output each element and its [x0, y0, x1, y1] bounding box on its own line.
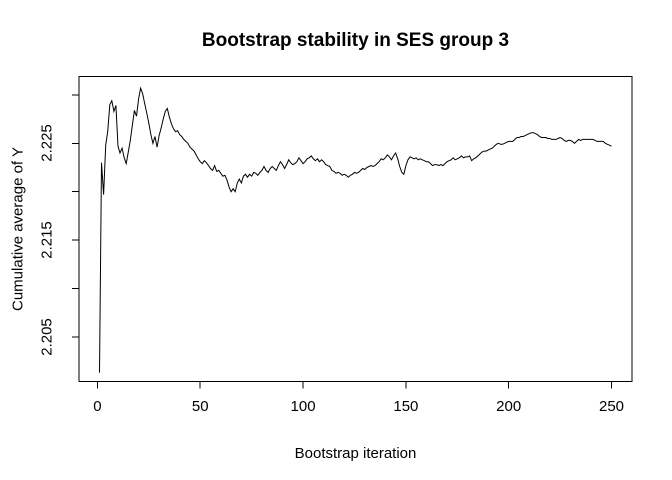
x-tick-label: 50: [191, 398, 209, 415]
chart-title: Bootstrap stability in SES group 3: [201, 30, 510, 51]
x-tick-label: 150: [393, 398, 419, 415]
plot-frame: [78, 76, 633, 382]
x-tick-label: 100: [290, 398, 316, 415]
y-tick-label: 2.215: [38, 221, 56, 259]
x-axis-title: Bootstrap iteration: [294, 445, 417, 462]
y-tick-label: 2.225: [38, 124, 56, 163]
x-tick-label: 200: [496, 398, 522, 415]
x-tick-label: 0: [93, 398, 102, 415]
y-tick-label: 2.205: [38, 318, 56, 356]
y-axis-title: Cumulative average of Y: [9, 147, 27, 311]
x-tick-label: 250: [599, 398, 625, 415]
data-line: [99, 86, 612, 373]
